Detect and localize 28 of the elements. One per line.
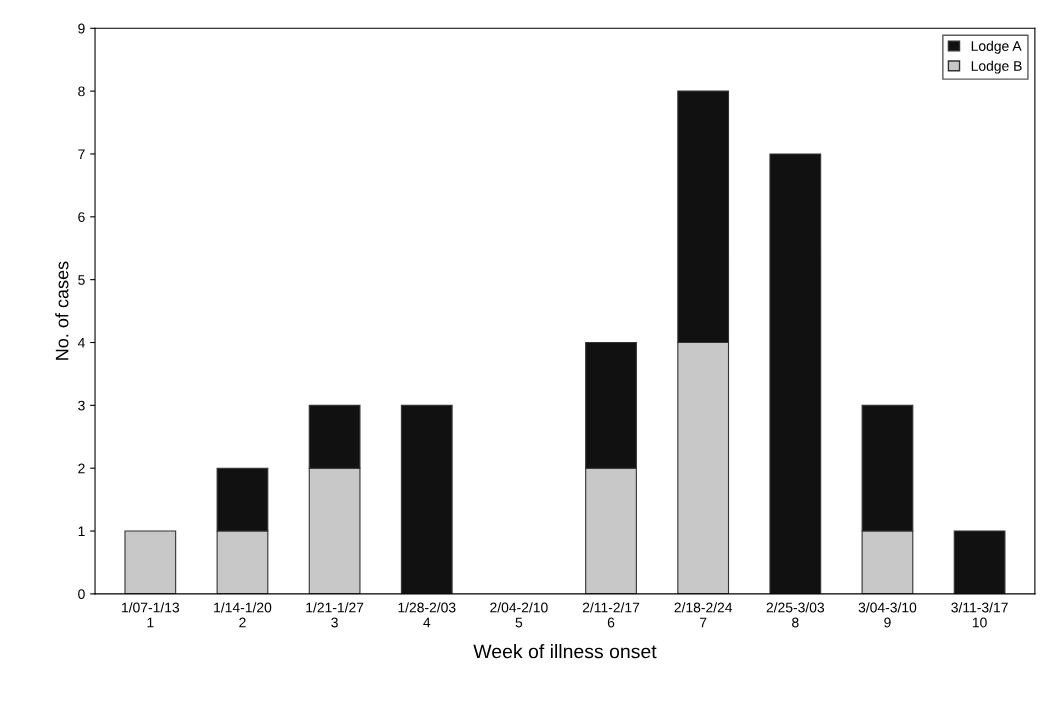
y-tick-label: 4 bbox=[77, 337, 85, 348]
y-tick-label: 1 bbox=[78, 526, 85, 537]
x-tick-label: 1/21-1/27 3 bbox=[306, 602, 364, 628]
y-tick-label: 5 bbox=[78, 275, 85, 285]
x-tick-label: 3/11-3/17 10 bbox=[951, 602, 1008, 628]
x-tick-label: 2/04-2/10 5 bbox=[490, 602, 548, 628]
y-tick-label: 8 bbox=[78, 86, 85, 97]
bar bbox=[769, 153, 822, 594]
x-tick-label: 3/04-3/10 9 bbox=[858, 602, 917, 628]
bar bbox=[400, 404, 453, 594]
y-tick-label: 6 bbox=[78, 212, 85, 222]
legend-label: Lodge B bbox=[971, 60, 1022, 74]
bar bbox=[124, 530, 177, 594]
y-tick-label: 3 bbox=[78, 400, 85, 411]
y-tick-label: 0 bbox=[78, 589, 85, 600]
x-tick-label: 2/11-2/17 6 bbox=[582, 602, 640, 628]
y-tick-label: 9 bbox=[78, 23, 85, 34]
x-tick-label: 2/18-2/24 7 bbox=[674, 602, 733, 628]
bar bbox=[953, 530, 1006, 594]
x-tick-label: 1/07-1/13 1 bbox=[122, 602, 180, 628]
x-tick-label: 1/28-2/03 4 bbox=[398, 602, 456, 628]
y-tick-label: 7 bbox=[78, 149, 85, 159]
y-axis-title: No. of cases bbox=[55, 261, 69, 360]
x-tick-label: 2/25-3/03 8 bbox=[766, 602, 825, 628]
x-axis-title: Week of illness onset bbox=[473, 644, 657, 659]
y-tick-label: 2 bbox=[78, 463, 85, 474]
legend-label: Lodge A bbox=[971, 40, 1022, 54]
x-tick-label: 1/14-1/20 2 bbox=[214, 602, 272, 628]
